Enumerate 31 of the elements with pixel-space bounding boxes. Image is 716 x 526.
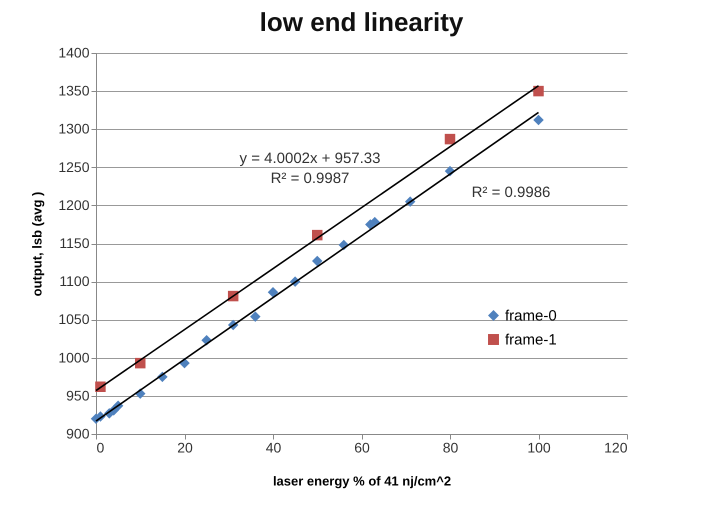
x-axis-title: laser energy % of 41 nj/cm^2 [272,474,452,488]
legend-label: frame-0 [505,308,557,324]
point [250,311,261,322]
y-tick-label: 1250 [58,158,90,175]
chart-title: low end linearity [260,7,464,37]
x-tick-label: 0 [96,440,104,456]
y-tick-label: 1150 [59,235,90,251]
y-tick-label: 900 [66,426,90,442]
y-tick-label: 1050 [58,311,90,328]
x-tick-label: 60 [354,440,370,456]
x-tick-label: 20 [177,440,193,456]
point [444,134,456,144]
y-tick-label: 1400 [58,44,90,60]
y-tick-label: 1200 [58,196,90,213]
point [533,114,544,126]
y-tick-label: 1000 [58,349,90,366]
point [312,256,322,266]
y-tick-label: 1350 [58,82,90,99]
point [268,287,278,298]
annotation: y = 4.0002x + 957.33 [240,150,380,167]
x-tick-label: 120 [604,440,628,456]
y-tick-label: 1300 [58,120,90,137]
x-tick-label: 100 [527,440,551,456]
x-tick-label: 40 [266,440,282,456]
y-axis-title: output, lsb (avg ) [29,192,44,296]
x-tick-label: 80 [442,440,458,456]
annotation: R² = 0.9986 [472,184,550,201]
legend-label: frame-1 [505,332,557,348]
y-tick-label: 950 [66,387,90,404]
annotation: R² = 0.9987 [270,170,350,187]
y-tick-label: 1100 [59,273,90,290]
